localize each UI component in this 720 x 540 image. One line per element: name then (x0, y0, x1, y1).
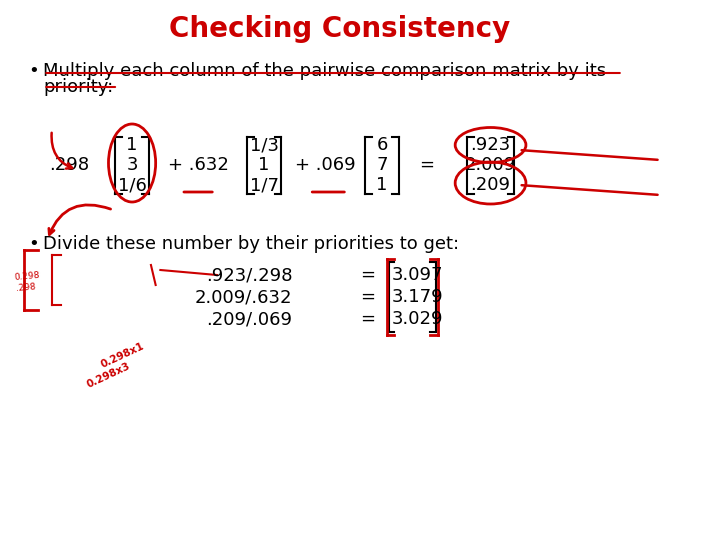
Text: 6: 6 (377, 136, 388, 154)
Text: 2.009: 2.009 (465, 156, 516, 174)
Text: .923: .923 (470, 136, 510, 154)
Text: + .069: + .069 (295, 156, 356, 174)
Text: 1: 1 (258, 156, 270, 174)
Text: •: • (28, 235, 39, 253)
Text: priority:: priority: (43, 78, 114, 96)
Text: 1: 1 (127, 136, 138, 154)
Text: .209/.069: .209/.069 (207, 310, 292, 328)
Text: =: = (419, 156, 434, 174)
Text: .209: .209 (471, 176, 510, 194)
Text: 1: 1 (377, 176, 388, 194)
Text: 1/3: 1/3 (250, 136, 279, 154)
Text: =: = (361, 310, 375, 328)
Text: Checking Consistency: Checking Consistency (169, 15, 510, 43)
Text: =: = (361, 288, 375, 306)
Text: .298: .298 (50, 156, 89, 174)
Text: .923/.298: .923/.298 (206, 266, 292, 284)
Text: 2.009/.632: 2.009/.632 (195, 288, 292, 306)
Text: 0.298
.298: 0.298 .298 (14, 271, 42, 293)
Text: 3.179: 3.179 (392, 288, 443, 306)
Text: + .632: + .632 (168, 156, 228, 174)
Text: Divide these number by their priorities to get:: Divide these number by their priorities … (43, 235, 459, 253)
Text: 3.029: 3.029 (392, 310, 443, 328)
Text: Multiply each column of the pairwise comparison matrix by its: Multiply each column of the pairwise com… (43, 62, 606, 80)
Text: 7: 7 (377, 156, 388, 174)
Text: 1/6: 1/6 (117, 176, 146, 194)
Text: 3: 3 (126, 156, 138, 174)
Text: =: = (361, 266, 375, 284)
Text: 3.097: 3.097 (392, 266, 443, 284)
Text: •: • (28, 62, 39, 80)
Text: 0.298x3: 0.298x3 (85, 361, 132, 389)
Text: 1/7: 1/7 (250, 176, 279, 194)
Text: 0.298x1: 0.298x1 (99, 341, 145, 369)
